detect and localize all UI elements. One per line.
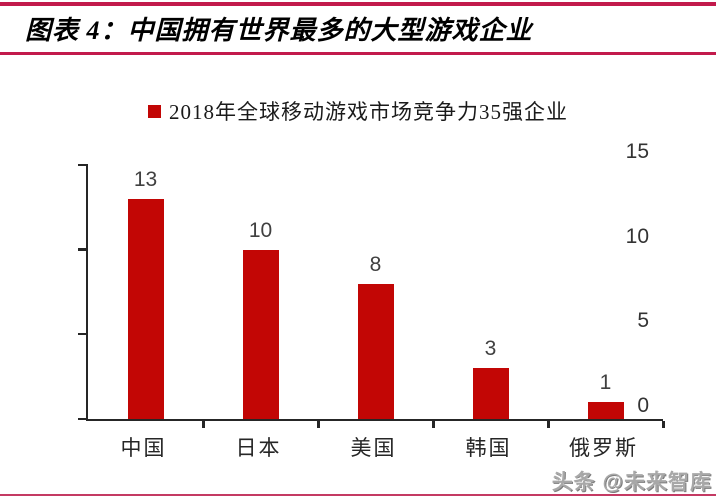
y-tick [78, 248, 88, 251]
x-tick [202, 421, 205, 428]
footer-rule [0, 494, 716, 496]
header-top-rule [0, 2, 716, 6]
x-tick [317, 421, 320, 428]
bar [127, 198, 164, 419]
bar [587, 402, 624, 419]
legend-marker-icon [148, 104, 161, 118]
y-tick-label: 0 [637, 394, 649, 417]
bar-slot: 3 [433, 165, 548, 419]
bar-slot: 1 [548, 165, 663, 419]
chart-legend: 2018年全球移动游戏市场竞争力35强企业 [0, 96, 716, 126]
page-title: 图表 4：中国拥有世界最多的大型游戏企业 [25, 16, 533, 45]
bar [472, 368, 509, 419]
bar-value-label: 13 [133, 167, 158, 191]
bar-slot: 10 [203, 165, 318, 419]
bar [357, 283, 394, 419]
bar-chart-plot-area: 0 5 10 15 13 10 8 3 1 [78, 140, 665, 428]
bar-slot: 8 [318, 165, 433, 419]
x-axis-label: 美国 [350, 436, 397, 460]
y-tick [78, 332, 88, 336]
bar-slot: 13 [88, 165, 203, 419]
y-tick [78, 163, 88, 166]
watermark: 头条 @未来智库 [551, 471, 712, 494]
bar [242, 249, 279, 419]
bar-series: 13 10 8 3 1 [88, 165, 663, 419]
bar-value-label: 8 [369, 252, 382, 276]
x-tick [547, 421, 550, 428]
y-tick [78, 417, 88, 420]
x-tick [662, 421, 665, 428]
x-axis-label: 俄罗斯 [569, 436, 638, 460]
y-tick-label: 5 [637, 309, 649, 333]
header-bottom-rule [0, 52, 716, 55]
bar-value-label: 10 [248, 218, 273, 242]
x-axis-label: 日本 [235, 436, 282, 460]
legend-label: 2018年全球移动游戏市场竞争力35强企业 [169, 100, 568, 124]
x-tick [432, 421, 435, 428]
x-axis-label: 中国 [120, 436, 167, 460]
y-tick-label: 15 [625, 140, 649, 163]
bar-value-label: 1 [599, 371, 612, 395]
x-axis-labels: 中国 日本 美国 韩国 俄罗斯 [86, 432, 661, 462]
y-tick-label: 10 [625, 224, 649, 248]
x-axis-label: 韩国 [465, 436, 512, 460]
bar-value-label: 3 [484, 337, 497, 361]
